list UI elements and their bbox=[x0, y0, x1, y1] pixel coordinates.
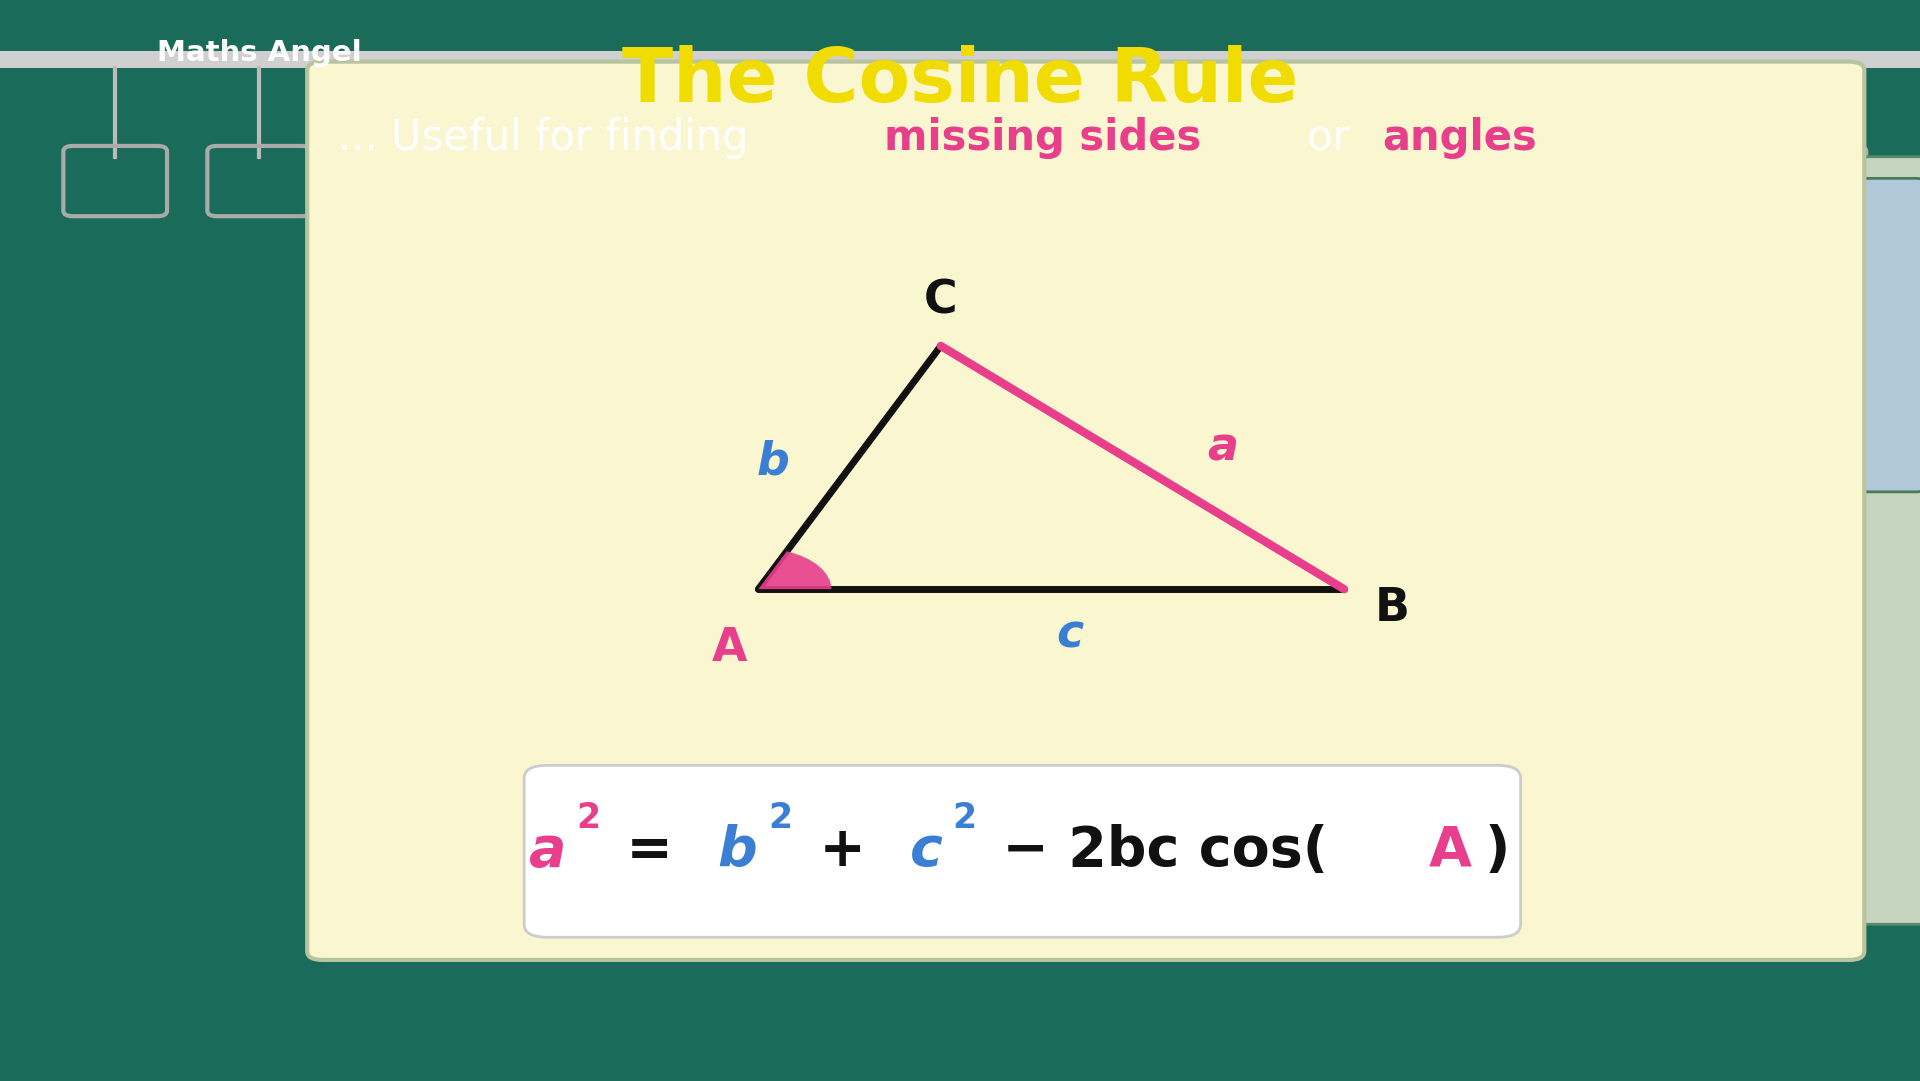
Text: a: a bbox=[528, 824, 564, 878]
Text: b: b bbox=[756, 440, 789, 484]
Text: missing sides: missing sides bbox=[885, 118, 1202, 159]
Text: A: A bbox=[1428, 824, 1473, 878]
Text: C: C bbox=[924, 278, 958, 323]
Text: B: B bbox=[1375, 586, 1409, 631]
Text: A: A bbox=[712, 626, 747, 671]
Text: or: or bbox=[1294, 118, 1363, 159]
FancyBboxPatch shape bbox=[307, 62, 1864, 960]
Text: ... Useful for finding: ... Useful for finding bbox=[338, 118, 762, 159]
Text: The Cosine Rule: The Cosine Rule bbox=[622, 44, 1298, 118]
Text: c: c bbox=[910, 824, 943, 878]
Text: 2: 2 bbox=[576, 801, 601, 836]
Text: c: c bbox=[1056, 612, 1085, 657]
Text: Maths Angel: Maths Angel bbox=[157, 39, 363, 67]
Text: 2: 2 bbox=[952, 801, 977, 836]
Text: b: b bbox=[718, 824, 756, 878]
Wedge shape bbox=[758, 551, 831, 589]
FancyBboxPatch shape bbox=[1837, 178, 1920, 492]
FancyBboxPatch shape bbox=[524, 765, 1521, 937]
Text: a: a bbox=[1208, 426, 1238, 470]
Bar bbox=[0, 51, 1920, 68]
Text: ): ) bbox=[1484, 824, 1509, 878]
Text: angles: angles bbox=[1382, 118, 1538, 159]
Text: 2: 2 bbox=[768, 801, 793, 836]
Text: +: + bbox=[801, 824, 885, 878]
FancyBboxPatch shape bbox=[1834, 157, 1920, 924]
Text: =: = bbox=[607, 824, 693, 878]
Text: − 2bc cos(: − 2bc cos( bbox=[983, 824, 1329, 878]
